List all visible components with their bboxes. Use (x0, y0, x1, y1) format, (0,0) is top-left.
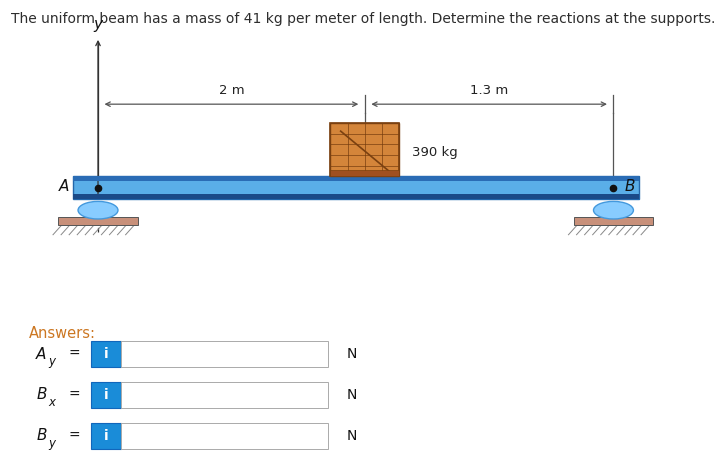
Text: N: N (346, 388, 356, 402)
FancyBboxPatch shape (121, 382, 328, 408)
Bar (574, 217, 653, 225)
Text: The uniform beam has a mass of 41 kg per meter of length. Determine the reaction: The uniform beam has a mass of 41 kg per… (11, 12, 715, 25)
Text: Answers:: Answers: (29, 326, 96, 341)
Text: =: = (69, 347, 81, 361)
Text: y: y (94, 18, 102, 32)
Text: i: i (104, 347, 108, 361)
FancyBboxPatch shape (121, 341, 328, 367)
Text: y: y (49, 355, 56, 368)
Ellipse shape (78, 201, 118, 219)
Text: A: A (59, 179, 69, 194)
Text: N: N (346, 347, 356, 361)
Text: =: = (69, 388, 81, 402)
Text: =: = (69, 429, 81, 443)
Bar (73, 176, 639, 199)
Text: y: y (49, 437, 56, 450)
Ellipse shape (594, 201, 633, 219)
Text: B: B (624, 179, 635, 194)
FancyBboxPatch shape (121, 423, 328, 449)
Text: A: A (36, 347, 46, 362)
Text: x: x (49, 396, 56, 409)
Text: 2 m: 2 m (219, 84, 244, 97)
Text: B: B (36, 428, 46, 443)
Text: 390 kg: 390 kg (412, 146, 458, 159)
Text: i: i (104, 388, 108, 402)
FancyBboxPatch shape (91, 382, 121, 408)
Text: 1.3 m: 1.3 m (470, 84, 508, 97)
Bar (330, 123, 399, 176)
Bar (73, 176, 639, 181)
Text: B: B (36, 388, 46, 402)
Bar (73, 194, 639, 199)
FancyBboxPatch shape (91, 341, 121, 367)
Bar (330, 123, 399, 176)
Text: N: N (346, 429, 356, 443)
Bar (58, 217, 138, 225)
Bar (330, 170, 399, 176)
Text: i: i (104, 429, 108, 443)
FancyBboxPatch shape (91, 423, 121, 449)
